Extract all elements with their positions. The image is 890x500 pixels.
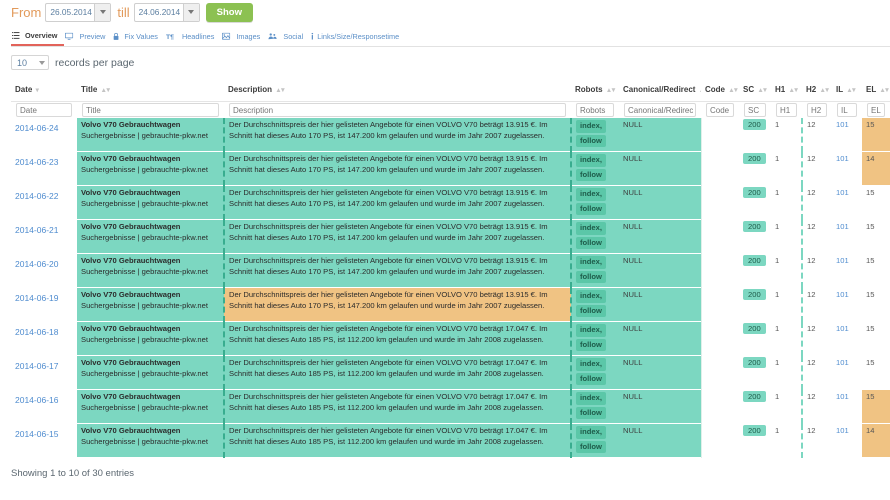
svg-text:T¶: T¶ <box>166 33 174 39</box>
